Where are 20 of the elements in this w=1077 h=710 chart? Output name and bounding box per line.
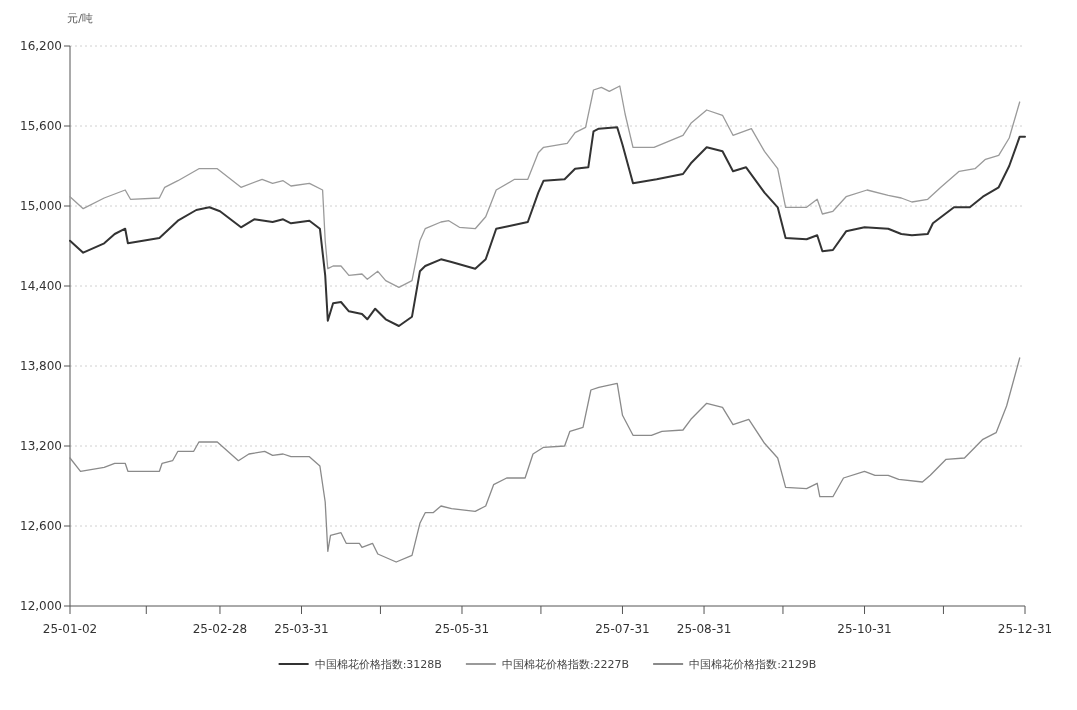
x-tick-label: 25-12-31	[997, 622, 1053, 636]
y-tick-label: 15,000	[20, 199, 62, 213]
y-tick-label: 12,000	[20, 599, 62, 613]
x-tick-label: 25-07-31	[595, 622, 650, 636]
x-tick-label: 25-10-31	[837, 622, 892, 636]
x-tick-label: 25-01-02	[42, 622, 98, 636]
legend-label: 中国棉花价格指数:3128B	[314, 658, 442, 671]
y-tick-label: 12,600	[20, 519, 62, 533]
legend-label: 中国棉花价格指数:2227B	[501, 658, 630, 671]
x-tick-label: 25-08-31	[676, 622, 732, 636]
y-tick-label: 15,600	[20, 119, 62, 133]
x-tick-label: 25-02-28	[192, 622, 248, 636]
y-tick-label: 13,200	[20, 439, 62, 453]
y-tick-label: 14,400	[20, 279, 62, 293]
legend-label: 中国棉花价格指数:2129B	[689, 658, 817, 671]
y-tick-label: 13,800	[20, 359, 62, 373]
x-tick-label: 25-05-31	[434, 622, 490, 636]
y-axis-title: 元/吨	[67, 12, 93, 25]
y-tick-label: 16,200	[20, 39, 62, 53]
x-tick-label: 25-03-31	[274, 622, 329, 636]
